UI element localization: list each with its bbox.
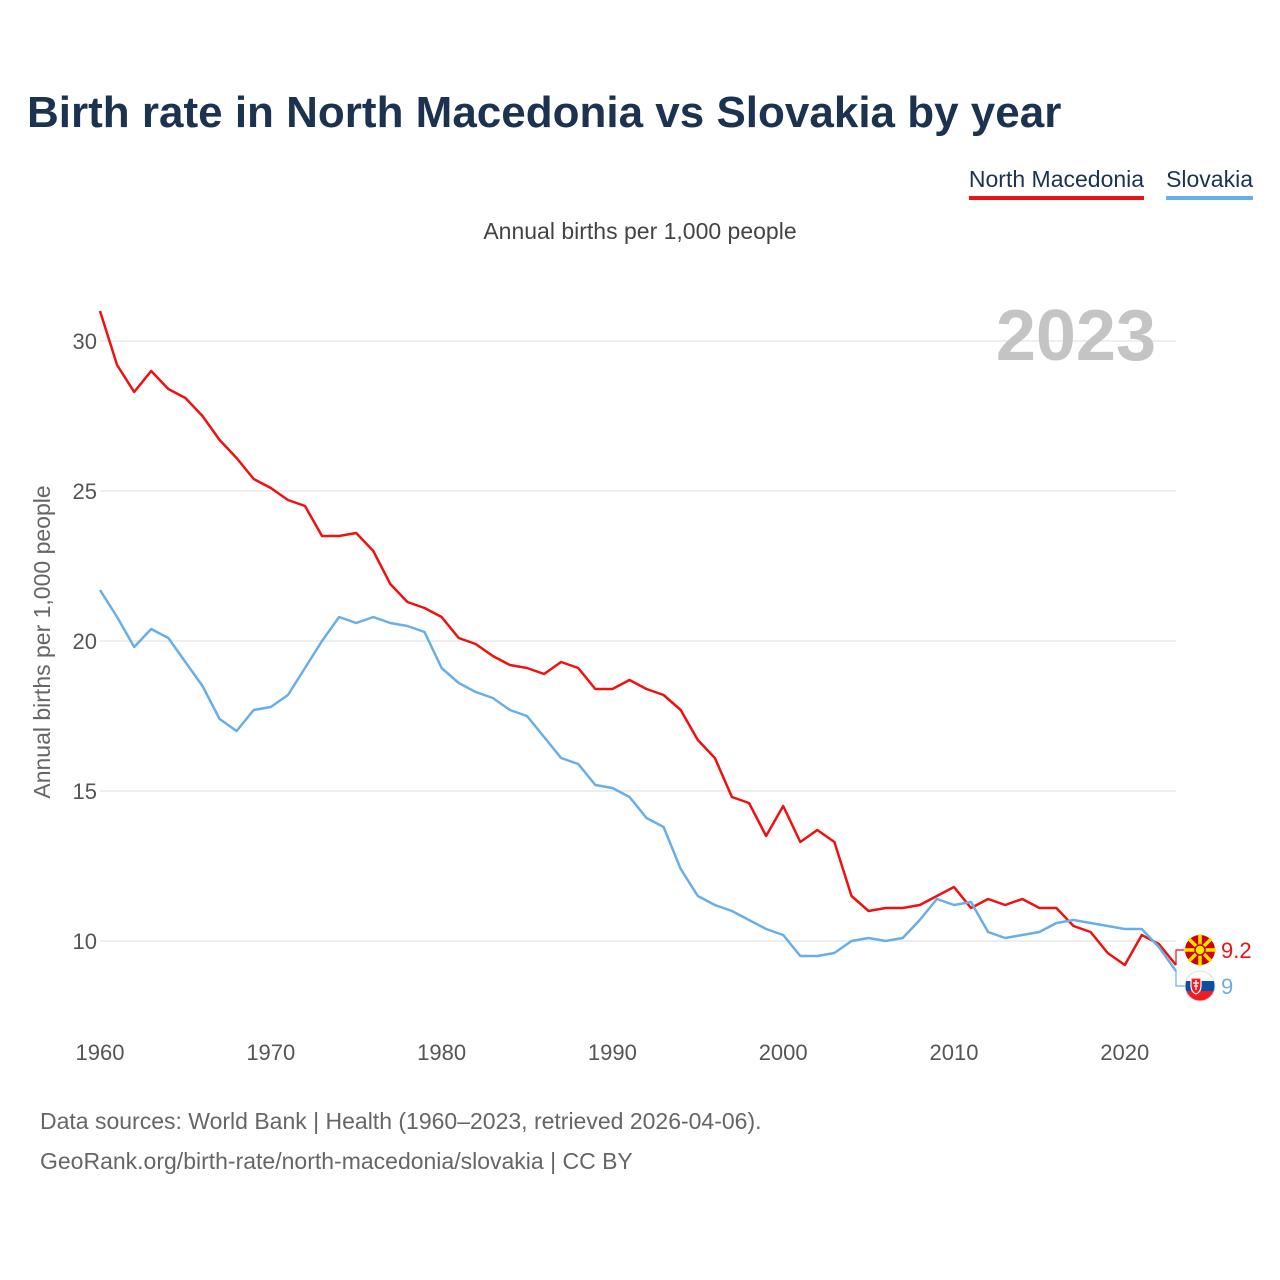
- grid-lines: [100, 340, 1176, 942]
- legend-item-slovakia[interactable]: Slovakia: [1166, 166, 1253, 200]
- x-tick-label: 1980: [417, 1040, 466, 1065]
- y-axis: 10 15 20 25 30: [73, 329, 97, 954]
- x-tick-label: 1960: [76, 1040, 125, 1065]
- year-watermark: 2023: [996, 296, 1156, 376]
- source-link[interactable]: GeoRank.org/birth-rate/north-macedonia/s…: [40, 1148, 633, 1174]
- legend-item-north-macedonia[interactable]: North Macedonia: [968, 166, 1145, 200]
- page-title: Birth rate in North Macedonia vs Slovaki…: [27, 88, 1062, 137]
- source-text: Data sources: World Bank | Health (1960–…: [40, 1108, 762, 1134]
- series-line-slovakia[interactable]: [98, 589, 1178, 972]
- x-tick-label: 2020: [1100, 1040, 1149, 1065]
- x-tick-label: 1990: [588, 1040, 637, 1065]
- end-value-label-north-macedonia: 9.2: [1221, 938, 1252, 963]
- chart-subtitle: Annual births per 1,000 people: [483, 218, 797, 244]
- end-markers: 9.29: [1175, 934, 1252, 1002]
- y-tick-label: 10: [73, 929, 97, 954]
- north-macedonia-flag-icon: [1184, 934, 1216, 966]
- series-lines: [98, 310, 1178, 972]
- x-tick-label: 1970: [246, 1040, 295, 1065]
- line-chart: 2023 10 15 20 25 30 1960 1970 1980 1990 2000 2010…: [29, 296, 1252, 1065]
- x-tick-label: 2000: [759, 1040, 808, 1065]
- slovakia-flag-icon: [1184, 970, 1216, 1002]
- y-tick-label: 30: [73, 329, 97, 354]
- x-tick-label: 2010: [929, 1040, 978, 1065]
- end-value-label-slovakia: 9: [1221, 974, 1233, 999]
- y-tick-label: 20: [73, 629, 97, 654]
- y-tick-label: 15: [73, 779, 97, 804]
- series-line-north-macedonia[interactable]: [98, 310, 1177, 967]
- y-axis-label: Annual births per 1,000 people: [29, 485, 55, 798]
- x-axis: 1960 1970 1980 1990 2000 2010 2020: [76, 1040, 1150, 1065]
- y-tick-label: 25: [73, 479, 97, 504]
- legend: North Macedonia Slovakia: [968, 166, 1253, 200]
